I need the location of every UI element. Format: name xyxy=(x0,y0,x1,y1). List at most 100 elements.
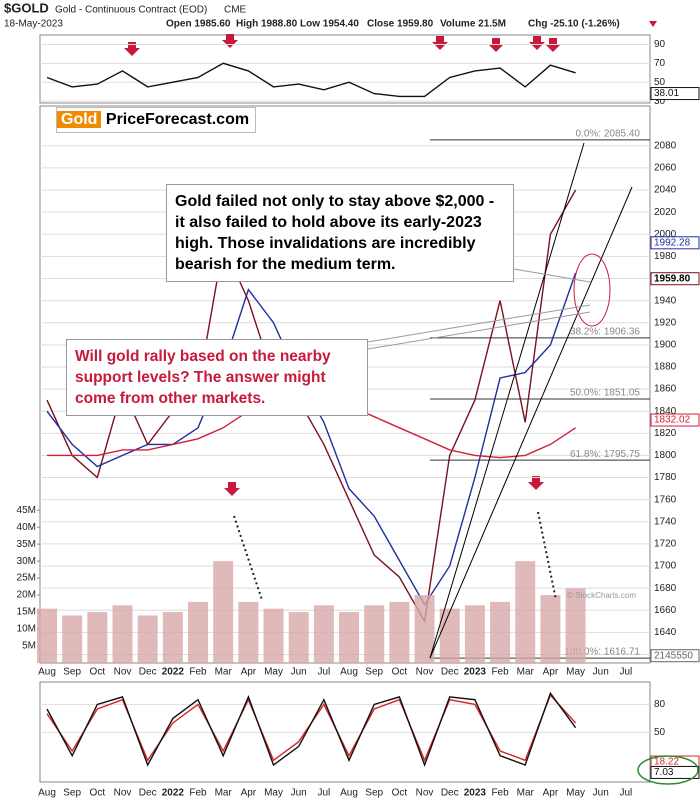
volume-bar xyxy=(339,612,360,663)
x-tick-label: Mar xyxy=(517,667,535,678)
x-tick-label: Aug xyxy=(340,788,358,799)
y-tick-label: 1680 xyxy=(654,583,677,594)
x-tick-label: Nov xyxy=(416,788,434,799)
y-tick-label: 50 xyxy=(654,727,666,738)
y-tick-label: 1720 xyxy=(654,539,677,550)
y-tick-label: 1980 xyxy=(654,251,677,262)
stat: High 1988.80 xyxy=(236,19,298,30)
x-tick-label: Sep xyxy=(365,788,383,799)
volume-bar xyxy=(162,612,183,663)
y-tick-label: 90 xyxy=(654,39,666,50)
annotation: Gold failed not only to stay above $2,00… xyxy=(166,184,514,282)
fib-label: 61.8%: 1795.75 xyxy=(570,449,640,460)
value-marker xyxy=(650,765,700,779)
y-tick-label: 40M xyxy=(17,522,36,533)
value-marker-label: 18.22 xyxy=(654,757,679,768)
x-tick-label: Oct xyxy=(90,667,106,678)
value-marker xyxy=(650,649,700,663)
series-line xyxy=(46,691,577,768)
arrows xyxy=(124,34,561,496)
volume-bar xyxy=(87,612,108,663)
y-tick-label: 1640 xyxy=(654,627,677,638)
value-marker-label: 38.01 xyxy=(654,88,679,99)
volume-bar xyxy=(414,595,435,663)
y-tick-label: 1760 xyxy=(654,494,677,505)
y-tick-label: 2040 xyxy=(654,185,677,196)
plot: 1620164016601680170017201740176017801800… xyxy=(17,39,700,799)
x-tick-label: May xyxy=(566,788,585,799)
arrow xyxy=(528,476,544,490)
volume-bar xyxy=(565,588,586,663)
x-tick-label: May xyxy=(566,667,585,678)
callout-line xyxy=(507,267,591,283)
y-tick-label: 1880 xyxy=(654,362,677,373)
volume-bar xyxy=(540,595,561,663)
x-tick-label: Feb xyxy=(189,788,207,799)
y-tick-label: 70 xyxy=(654,58,666,69)
dotted-line xyxy=(233,515,263,601)
series-line xyxy=(46,189,577,624)
stat: Volume 21.5M xyxy=(440,19,506,30)
x-tick-label: Dec xyxy=(441,788,459,799)
x-tick-label: Nov xyxy=(416,667,434,678)
x-tick-label: Jul xyxy=(317,667,330,678)
volume-bar xyxy=(238,601,259,663)
value-marker xyxy=(650,413,700,427)
x-tick-label: 2023 xyxy=(464,667,487,678)
y-tick-label: 1900 xyxy=(654,339,677,350)
x-tick-label: Jun xyxy=(291,788,307,799)
volume-bar xyxy=(364,605,385,663)
x-tick-label: Jun xyxy=(593,667,609,678)
x-tick-label: Nov xyxy=(114,788,132,799)
rsi-frame xyxy=(39,34,651,104)
y-tick-label: 1780 xyxy=(654,472,677,483)
credit: © StockCharts.com xyxy=(567,591,636,600)
volume-bar xyxy=(464,605,485,663)
x-tick-label: Oct xyxy=(90,788,106,799)
x-tick-label: 2022 xyxy=(162,667,185,678)
x-tick-label: May xyxy=(264,667,283,678)
y-tick-label: 15M xyxy=(17,607,36,618)
y-tick-label: 1800 xyxy=(654,450,677,461)
chart-title: $GOLD xyxy=(4,0,49,15)
volume-bar xyxy=(263,608,284,663)
arrow xyxy=(124,42,140,56)
x-tick-label: Apr xyxy=(543,667,559,678)
y-tick-label: 1920 xyxy=(654,317,677,328)
trend-line xyxy=(429,186,633,659)
x-tick-label: Nov xyxy=(114,667,132,678)
y-tick-label: 1660 xyxy=(654,605,677,616)
stat: Low 1954.40 xyxy=(300,19,359,30)
x-tick-label: Jul xyxy=(620,788,633,799)
y-tick-label: 2060 xyxy=(654,163,677,174)
y-tick-label: 1820 xyxy=(654,428,677,439)
x-tick-label: Dec xyxy=(441,667,459,678)
volume-bar xyxy=(37,608,57,663)
y-tick-label: 50 xyxy=(654,77,666,88)
volume-bar xyxy=(389,601,410,663)
volume-bar xyxy=(213,561,234,663)
volume-bar xyxy=(62,615,83,663)
x-tick-label: Sep xyxy=(63,667,81,678)
volume-bar xyxy=(313,605,334,663)
x-tick-label: Aug xyxy=(38,667,56,678)
y-tick-label: 2020 xyxy=(654,207,677,218)
y-tick-label: 35M xyxy=(17,539,36,550)
series-line xyxy=(46,62,576,98)
volume-bar xyxy=(112,605,133,663)
y-tick-label: 1700 xyxy=(654,561,677,572)
value-marker-label: 1992.28 xyxy=(654,237,691,248)
y-tick-label: 2080 xyxy=(654,140,677,151)
x-tick-label: Sep xyxy=(63,788,81,799)
y-tick-label: 1940 xyxy=(654,295,677,306)
chart-subtitle: Gold - Continuous Contract (EOD) xyxy=(55,5,207,16)
dotted-line xyxy=(537,511,557,601)
x-tick-label: Feb xyxy=(491,667,509,678)
y-tick-label: 25M xyxy=(17,573,36,584)
logo: Gold PriceForecast.com xyxy=(56,107,256,133)
y-tick-label: 80 xyxy=(654,699,666,710)
x-tick-label: 2022 xyxy=(162,788,185,799)
volume-bar xyxy=(137,615,158,663)
